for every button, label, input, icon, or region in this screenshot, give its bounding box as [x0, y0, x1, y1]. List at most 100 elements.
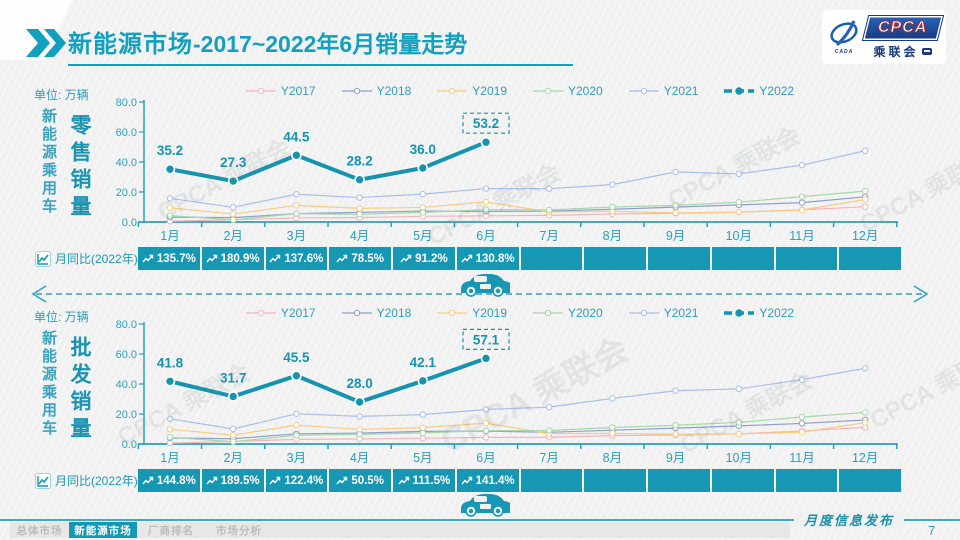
legend-label: Y2020 [568, 84, 603, 98]
trend-up-icon [400, 254, 412, 263]
svg-text:6月: 6月 [476, 229, 495, 243]
yoy-value: 130.8% [475, 252, 515, 265]
svg-text:10月: 10月 [726, 229, 752, 243]
legend-label: Y2022 [759, 84, 795, 98]
trend-up-icon [142, 254, 154, 263]
svg-text:57.1: 57.1 [473, 332, 500, 347]
yoy-value: 137.6% [284, 252, 324, 265]
legend-label: Y2020 [568, 306, 603, 320]
legend-label: Y2018 [376, 306, 412, 320]
cpca-emblem-subtext: CADA [834, 49, 854, 55]
yoy-value: 189.5% [220, 474, 260, 487]
cpca-banner: CPCA [861, 14, 945, 41]
legend-label: Y2022 [759, 306, 795, 320]
yoy-cell [775, 469, 838, 492]
cpca-emblem-icon: CADA [827, 19, 861, 55]
svg-text:60.0: 60.0 [116, 127, 137, 139]
yoy-cell: 189.5% [201, 469, 264, 492]
svg-text:36.0: 36.0 [410, 142, 436, 157]
svg-text:42.1: 42.1 [410, 355, 437, 370]
yoy-label-wholesale: 月同比(2022年) [35, 472, 138, 489]
svg-text:5月: 5月 [413, 229, 432, 243]
yoy-value: 180.9% [220, 252, 260, 265]
trend-up-icon [461, 476, 472, 485]
svg-text:40.0: 40.0 [116, 379, 137, 391]
svg-text:12月: 12月 [852, 229, 878, 243]
svg-text:80.0: 80.0 [116, 97, 137, 109]
svg-text:11月: 11月 [789, 229, 814, 243]
svg-text:28.0: 28.0 [346, 376, 372, 391]
page-title-rest: -2017~2022年6月销量走势 [193, 31, 468, 57]
legend-item-y2021: Y2021 [628, 84, 698, 98]
legend-marker-icon [341, 309, 372, 317]
legend-wholesale: Y2017 Y2018 Y2019 Y2020 Y2021 Y2022 [140, 306, 900, 320]
svg-text:2月: 2月 [223, 451, 242, 465]
svg-text:6月: 6月 [476, 451, 495, 465]
svg-text:27.3: 27.3 [220, 155, 247, 170]
legend-label: Y2019 [472, 306, 507, 320]
yoy-cells-wholesale: 144.8% 189.5% 122.4% 50.5% 111.5% 141.4% [138, 469, 901, 492]
svg-text:0.0: 0.0 [122, 217, 137, 229]
legend-item-y2019: Y2019 [437, 306, 507, 320]
trend-up-icon [461, 254, 472, 263]
yoy-cell: 111.5% [393, 469, 455, 492]
side-label-nev-retail: 新能源乘用车 [40, 108, 57, 216]
trend-up-icon [336, 254, 348, 263]
trend-up-icon [206, 254, 217, 263]
yoy-cell: 180.9% [201, 247, 264, 270]
yoy-value: 122.4% [284, 474, 324, 487]
svg-text:12月: 12月 [852, 451, 878, 465]
chart-icon [35, 250, 51, 267]
unit-label-wholesale: 单位: 万辆 [34, 310, 89, 324]
trend-up-icon [142, 476, 154, 485]
yoy-row-wholesale: 月同比(2022年) 144.8% 189.5% 122.4% 50.5% 111.5%… [35, 469, 901, 492]
yoy-cell [584, 469, 646, 492]
svg-text:10月: 10月 [726, 451, 752, 465]
yoy-value: 78.5% [351, 252, 384, 265]
page-title-main: 新能源市场 [68, 31, 193, 58]
side-label-nev-wholesale: 新能源乘用车 [40, 330, 57, 438]
tab-nev-market[interactable]: 新能源市场 [69, 522, 137, 538]
svg-text:4月: 4月 [350, 451, 369, 465]
legend-marker-icon [628, 309, 659, 317]
legend-label: Y2019 [472, 84, 507, 98]
legend-label: Y2018 [376, 84, 412, 98]
svg-text:60.0: 60.0 [116, 349, 137, 361]
corner-decoration [0, 0, 150, 60]
tab-market-analysis[interactable]: 市场分析 [216, 524, 262, 537]
yoy-value: 91.2% [415, 252, 448, 265]
legend-marker-icon [245, 309, 276, 317]
svg-text:45.5: 45.5 [283, 350, 310, 365]
svg-text:20.0: 20.0 [116, 187, 137, 199]
yoy-cell: 50.5% [329, 469, 391, 492]
yoy-label-retail: 月同比(2022年) [35, 250, 138, 267]
legend-marker-icon [724, 309, 755, 317]
tab-manufacturer-ranking[interactable]: 厂商排名 [148, 524, 194, 537]
page-title: 新能源市场-2017~2022年6月销量走势 [68, 24, 573, 66]
legend-marker-icon [341, 87, 372, 95]
trend-up-icon [269, 254, 281, 263]
legend-item-y2022: Y2022 [724, 306, 794, 320]
publication-label: 月度信息发布 [794, 510, 905, 529]
unit-label-retail: 单位: 万辆 [34, 88, 89, 102]
svg-text:5月: 5月 [413, 451, 432, 465]
trend-up-icon [336, 476, 348, 485]
tab-overall-market[interactable]: 总体市场 [16, 524, 63, 537]
legend-marker-icon [533, 87, 563, 95]
cpca-logo: CADA CPCA 乘联会 [822, 10, 946, 64]
svg-text:2月: 2月 [223, 229, 242, 243]
yoy-cell: 144.8% [138, 469, 200, 492]
wholesale-line-chart: 0.0 20.0 40.0 60.0 80.0 1月 2月 3月 4月 5月 6月 7月 8月 9月 10月… [116, 319, 898, 465]
legend-label: Y2017 [280, 84, 316, 98]
legend-item-y2022: Y2022 [724, 84, 794, 98]
retail-line-chart: 0.0 20.0 40.0 60.0 80.0 1月 2月 3月 4月 5月 6月 7月 8月 9月 10月… [116, 97, 898, 243]
dashed-divider [31, 285, 929, 303]
trend-up-icon [269, 476, 281, 485]
legend-retail: Y2017 Y2018 Y2019 Y2020 Y2021 Y2022 [140, 84, 900, 98]
legend-item-y2017: Y2017 [245, 306, 316, 320]
svg-text:1月: 1月 [160, 451, 179, 465]
svg-text:1月: 1月 [160, 229, 179, 243]
svg-text:80.0: 80.0 [116, 319, 137, 331]
yoy-value: 144.8% [156, 474, 196, 487]
legend-marker-icon [437, 309, 468, 317]
